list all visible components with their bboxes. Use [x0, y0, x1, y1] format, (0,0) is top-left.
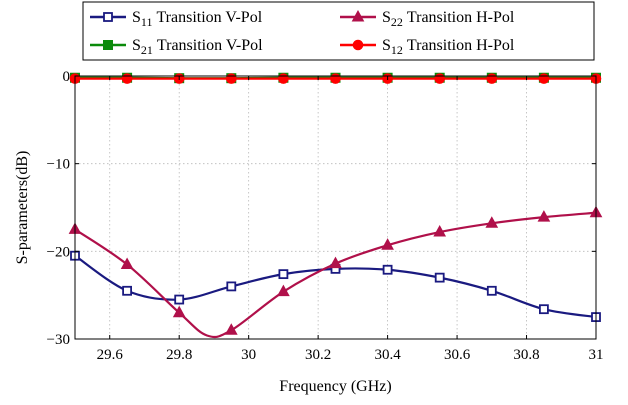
- legend-label-s21: S21 Transition V-Pol: [132, 37, 263, 57]
- legend-label-rest: Transition H-Pol: [403, 9, 515, 26]
- data-point-s22: [381, 238, 394, 250]
- data-point-s11: [226, 281, 237, 292]
- data-point-s22: [433, 225, 447, 237]
- data-point-s22: [485, 216, 499, 228]
- legend-marker-s21: [103, 40, 113, 50]
- series-line-s22: [75, 211, 596, 339]
- legend-label-base: S: [382, 9, 391, 26]
- legend-label-subscript: 11: [141, 15, 153, 29]
- x-tick-label: 30.2: [305, 347, 331, 363]
- data-point-s12: [538, 73, 550, 84]
- data-point-s22: [224, 323, 238, 335]
- data-point-s22: [277, 284, 290, 297]
- y-axis-title: S-parameters(dB): [14, 151, 31, 265]
- legend-label-s12: S12 Transition H-Pol: [382, 37, 515, 57]
- data-point-s12: [278, 73, 289, 84]
- x-tick-label: 29.6: [97, 347, 124, 363]
- legend-label-subscript: 21: [141, 43, 153, 57]
- data-point-s11: [122, 285, 132, 296]
- data-point-s22: [120, 257, 134, 269]
- legend-label-base: S: [132, 9, 141, 26]
- legend-item-s22: S22 Transition H-Pol: [340, 9, 515, 29]
- legend-item-s21: S21 Transition V-Pol: [90, 37, 263, 57]
- legend-box: [82, 1, 595, 61]
- data-point-s11: [174, 294, 185, 305]
- y-tick-label: −30: [47, 332, 70, 348]
- axis-ticks: 29.6 29.8 30 30.2 30.4 30.6 30.8 31 0 −10 −20 −30: [47, 69, 604, 363]
- legend-label-base: S: [382, 37, 391, 54]
- data-point-s12: [486, 73, 498, 84]
- y-tick-label: −10: [47, 157, 70, 173]
- x-tick-label: 30: [241, 347, 256, 363]
- legend-label-subscript: 12: [391, 43, 403, 57]
- data-point-s22: [172, 305, 186, 318]
- x-tick-label: 29.8: [166, 347, 192, 363]
- data-point-s11: [382, 264, 393, 275]
- x-tick-label: 30.4: [374, 347, 401, 363]
- y-tick-label: 0: [63, 69, 71, 85]
- data-point-s11: [278, 269, 289, 280]
- data-point-s12: [434, 73, 446, 84]
- legend-marker-s12: [352, 39, 364, 51]
- data-point-s11: [434, 272, 445, 283]
- legend-label-rest: Transition V-Pol: [152, 9, 262, 26]
- legend-item-s11: S11 Transition V-Pol: [90, 9, 263, 29]
- legend-label-rest: Transition H-Pol: [403, 37, 515, 54]
- data-point-s12: [121, 73, 133, 84]
- data-point-s22: [329, 256, 342, 269]
- data-point-s12: [330, 73, 341, 84]
- data-point-s11: [539, 304, 549, 315]
- legend-item-s12: S12 Transition H-Pol: [340, 37, 515, 57]
- series-s22: [75, 211, 596, 339]
- legend-label-subscript: 22: [391, 15, 403, 29]
- x-tick-label: 30.6: [444, 347, 471, 363]
- x-tick-label: 30.8: [513, 347, 539, 363]
- y-tick-label: −20: [47, 244, 70, 260]
- legend: S11 Transition V-Pol S22 Transition H-Pol…: [82, 1, 595, 61]
- data-point-s12: [226, 73, 237, 84]
- x-axis-title: Frequency (GHz): [279, 378, 391, 395]
- plot-frame: [74, 75, 597, 340]
- legend-label-base: S: [132, 37, 141, 54]
- legend-label-rest: Transition V-Pol: [153, 37, 263, 54]
- series-layer: [68, 72, 603, 339]
- legend-marker-s11: [103, 12, 113, 22]
- data-point-s11: [486, 285, 497, 296]
- data-point-s22: [537, 210, 551, 222]
- legend-label-s11: S11 Transition V-Pol: [132, 9, 263, 29]
- legend-label-s22: S22 Transition H-Pol: [382, 9, 515, 29]
- x-tick-label: 31: [589, 347, 604, 363]
- legend-marker-s22: [351, 9, 365, 22]
